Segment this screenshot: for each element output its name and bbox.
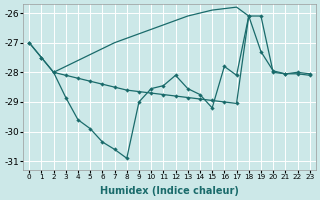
X-axis label: Humidex (Indice chaleur): Humidex (Indice chaleur): [100, 186, 239, 196]
